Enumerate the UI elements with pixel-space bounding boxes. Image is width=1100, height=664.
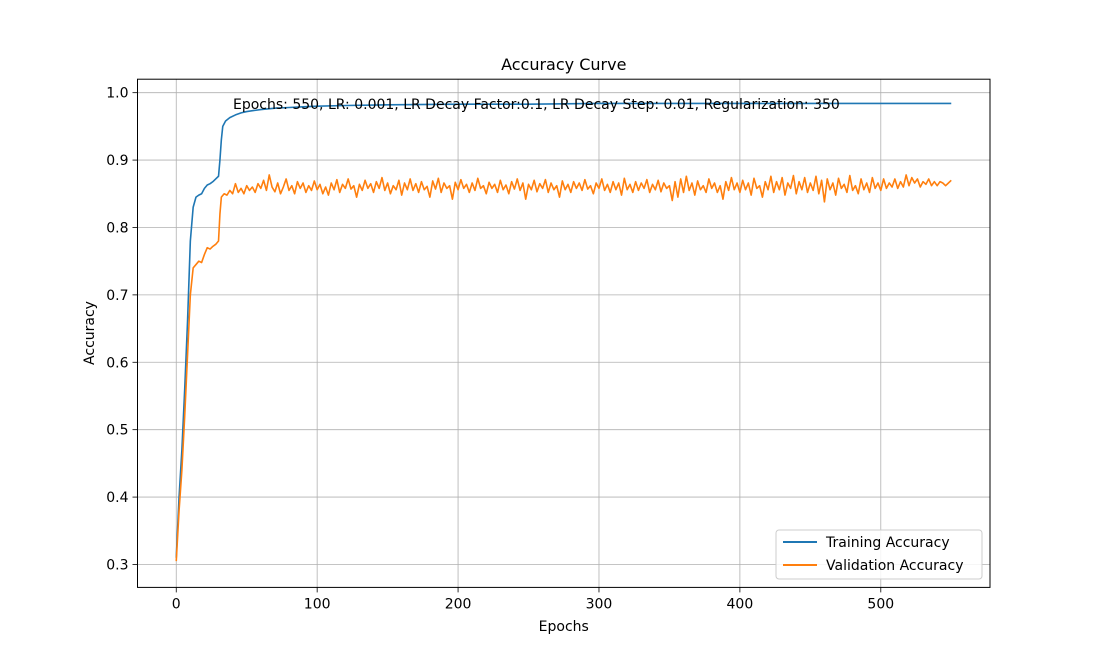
plot-frame [137, 78, 991, 588]
legend-label-validation: Validation Accuracy [826, 558, 964, 574]
x-axis-label: Epochs [539, 619, 589, 635]
ticks-layer: 0 100 200 300 400 500 0.3 0.4 0.5 0.6 0.7 0.8 0.9 1.0 [106, 86, 894, 613]
hyperparameter-annotation: Epochs: 550, LR: 0.001, LR Decay Factor:… [233, 97, 840, 113]
x-tick-label: 500 [867, 596, 894, 612]
legend: Training Accuracy Validation Accuracy [775, 529, 983, 580]
grid-layer [137, 79, 990, 588]
training-accuracy-line [175, 102, 952, 558]
y-tick-label: 0.3 [106, 557, 128, 573]
validation-accuracy-line [175, 174, 952, 562]
y-axis-label: Accuracy [82, 301, 98, 365]
x-tick-label: 200 [445, 596, 472, 612]
x-tick-label: 0 [172, 596, 181, 612]
x-tick-label: 300 [586, 596, 613, 612]
x-tick-label: 400 [727, 596, 754, 612]
x-tick-label: 100 [304, 596, 331, 612]
y-tick-label: 0.7 [106, 288, 128, 304]
y-tick-label: 0.9 [106, 153, 128, 169]
y-tick-label: 0.8 [106, 220, 128, 236]
y-tick-label: 0.4 [106, 490, 128, 506]
series-layer [175, 102, 952, 562]
y-tick-label: 1.0 [106, 86, 128, 102]
y-tick-label: 0.6 [106, 355, 128, 371]
y-tick-label: 0.5 [106, 423, 128, 439]
chart-title: Accuracy Curve [501, 55, 626, 74]
legend-box [775, 529, 983, 580]
legend-label-training: Training Accuracy [825, 535, 950, 551]
